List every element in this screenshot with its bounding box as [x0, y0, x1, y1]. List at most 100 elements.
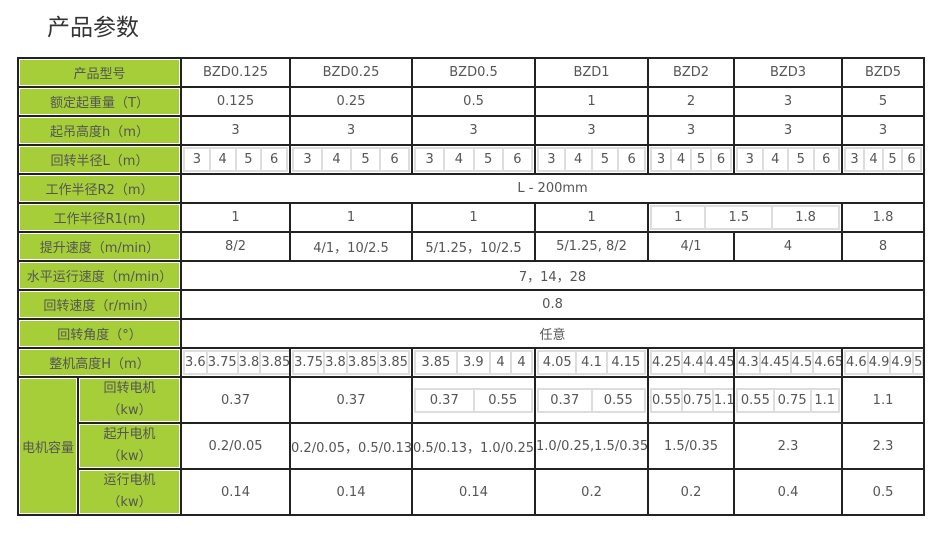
sub-value: 0.75: [773, 387, 811, 413]
value-cell: 2: [647, 86, 736, 117]
sub-value: 4: [671, 147, 692, 172]
sub-value: 1.8: [772, 205, 840, 230]
model-name: BZD3: [733, 57, 844, 88]
value-cell: 0.25: [289, 86, 414, 117]
sub-value: 0.75: [681, 387, 713, 413]
sub-value: 0.55: [591, 387, 647, 413]
table-row: 工作半径R2（m） L - 200mm: [16, 173, 926, 204]
sub-value: 3: [537, 147, 565, 172]
value-cell: 0.14: [411, 468, 537, 516]
sub-value: 4.6: [844, 350, 868, 375]
value-cell: 4/1，10/2.5: [289, 231, 414, 262]
motor-unit: （kw）: [107, 403, 152, 418]
sub-value: 4.65: [813, 350, 841, 375]
sub-value: 3.85: [414, 350, 457, 375]
value-cell: 3: [534, 115, 650, 146]
sub-value: 3.6: [183, 350, 207, 375]
value-cell: 3: [733, 115, 844, 146]
value-cell: 4.25 4.4 4.45: [647, 347, 736, 378]
value-cell: 0.2: [647, 468, 736, 516]
value-cell: 7，14，28: [180, 260, 926, 291]
value-cell: 0.4: [733, 468, 844, 516]
sub-value: 4.5: [790, 350, 814, 375]
sub-value: 4.25: [650, 350, 682, 375]
value-cell: 0.8: [180, 289, 926, 320]
value-cell: 0.37 0.55: [534, 376, 650, 424]
sub-value: 3.85: [260, 350, 289, 375]
sub-value: 3.75: [292, 350, 325, 375]
table-row: 回转半径L（m） 3 4 5 6 3 4 5 6 3 4 5 6 3 4 5 6 3 4 5 6 3 4 5 6 3 4 5 6: [16, 144, 926, 175]
value-cell: L - 200mm: [180, 173, 926, 204]
row-label: 起吊高度h（m）: [16, 115, 183, 146]
sub-value: 5: [883, 147, 903, 172]
model-name: BZD5: [841, 57, 926, 88]
sub-value: 4.1: [576, 350, 607, 375]
value-cell: 0.14: [180, 468, 292, 516]
sub-value: 5: [591, 147, 619, 172]
row-label: 额定起重量（T）: [16, 86, 183, 117]
value-cell: 0.5: [411, 86, 537, 117]
model-name: BZD1: [534, 57, 650, 88]
sub-value: 6: [502, 147, 534, 172]
sub-value: 5: [473, 147, 503, 172]
sub-value: 4: [322, 147, 352, 172]
row-label: 回转角度（°）: [16, 318, 183, 349]
sub-values: 0.55 0.75 1.1: [736, 387, 840, 413]
sub-value: 3.8: [237, 350, 261, 375]
motor-row: 起升电机 （kw） 0.2/0.05 0.2/0.05，0.5/0.13 0.5/0.1…: [18, 422, 926, 470]
value-cell: 0.37: [289, 376, 414, 424]
sub-value: 3: [736, 147, 763, 172]
value-cell: 3: [180, 115, 292, 146]
motor-group-label: 电机容量: [17, 376, 79, 516]
value-cell: 3: [411, 115, 537, 146]
value-cell: 0.2/0.05: [180, 422, 292, 470]
sub-value: 4: [490, 350, 512, 375]
sub-values: 4.3 4.45 4.5 4.65: [736, 350, 841, 375]
sub-value: 4.9: [890, 350, 914, 375]
sub-value: 3.85: [346, 350, 378, 375]
table-row: 工作半径R1(m) 1 1 1 1 1 1.5 1.8 1.8: [16, 202, 926, 233]
sub-value: 1.1: [810, 387, 840, 413]
sub-values: 3.75 3.8 3.85 3.85: [292, 350, 410, 375]
value-cell: 1: [534, 86, 650, 117]
sub-value: 6: [902, 147, 923, 172]
sub-values: 4.05 4.1 4.15: [537, 350, 647, 375]
motor-unit: （kw）: [107, 495, 152, 510]
sub-value: 3: [292, 147, 323, 172]
value-cell: 3: [647, 115, 736, 146]
value-cell: 2.3: [733, 422, 844, 470]
motor-row: 电机容量 回转电机 （kw） 0.37 0.37 0.37 0.55 0.37 0.55 0.55…: [17, 376, 926, 516]
sub-value: 0.37: [414, 387, 474, 413]
sub-value: 4: [209, 147, 236, 172]
header-label: 产品型号: [16, 57, 183, 88]
sub-value: 5: [913, 350, 923, 375]
sub-value: 3: [414, 147, 445, 172]
value-cell: 5/1.25，10/2.5: [411, 231, 537, 262]
sub-value: 3.75: [206, 350, 238, 375]
motor-row-label: 起升电机 （kw）: [76, 422, 183, 470]
sub-value: 0.37: [537, 387, 592, 413]
sub-value: 4: [864, 147, 884, 172]
page-title: 产品参数: [47, 15, 139, 41]
sub-value: 5: [691, 147, 712, 172]
row-label: 整机高度H（m）: [16, 347, 183, 378]
value-cell: 0.37: [180, 376, 292, 424]
value-cell: 1: [411, 202, 537, 233]
value-cell: 4.05 4.1 4.15: [534, 347, 650, 378]
value-cell: 1.8: [841, 202, 926, 233]
model-name: BZD2: [647, 57, 736, 88]
motor-name: 起升电机: [103, 427, 156, 442]
table-row: 提升速度（m/min） 8/2 4/1，10/2.5 5/1.25，10/2.5 5/1…: [16, 231, 926, 262]
sub-value: 4: [564, 147, 592, 172]
sub-value: 4: [762, 147, 789, 172]
row-label: 回转半径L（m）: [16, 144, 183, 175]
value-cell: 3: [289, 115, 414, 146]
value-cell: 1: [534, 202, 650, 233]
motor-name: 运行电机: [103, 473, 156, 488]
